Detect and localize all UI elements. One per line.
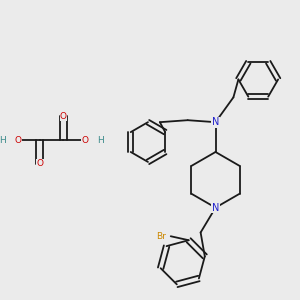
Text: H: H <box>0 136 6 145</box>
Text: O: O <box>36 159 43 168</box>
Text: N: N <box>212 117 219 127</box>
Text: N: N <box>212 202 219 213</box>
Text: H: H <box>97 136 104 145</box>
Text: O: O <box>82 136 89 145</box>
Text: O: O <box>14 136 21 145</box>
Text: Br: Br <box>156 232 166 241</box>
Text: O: O <box>60 112 67 121</box>
